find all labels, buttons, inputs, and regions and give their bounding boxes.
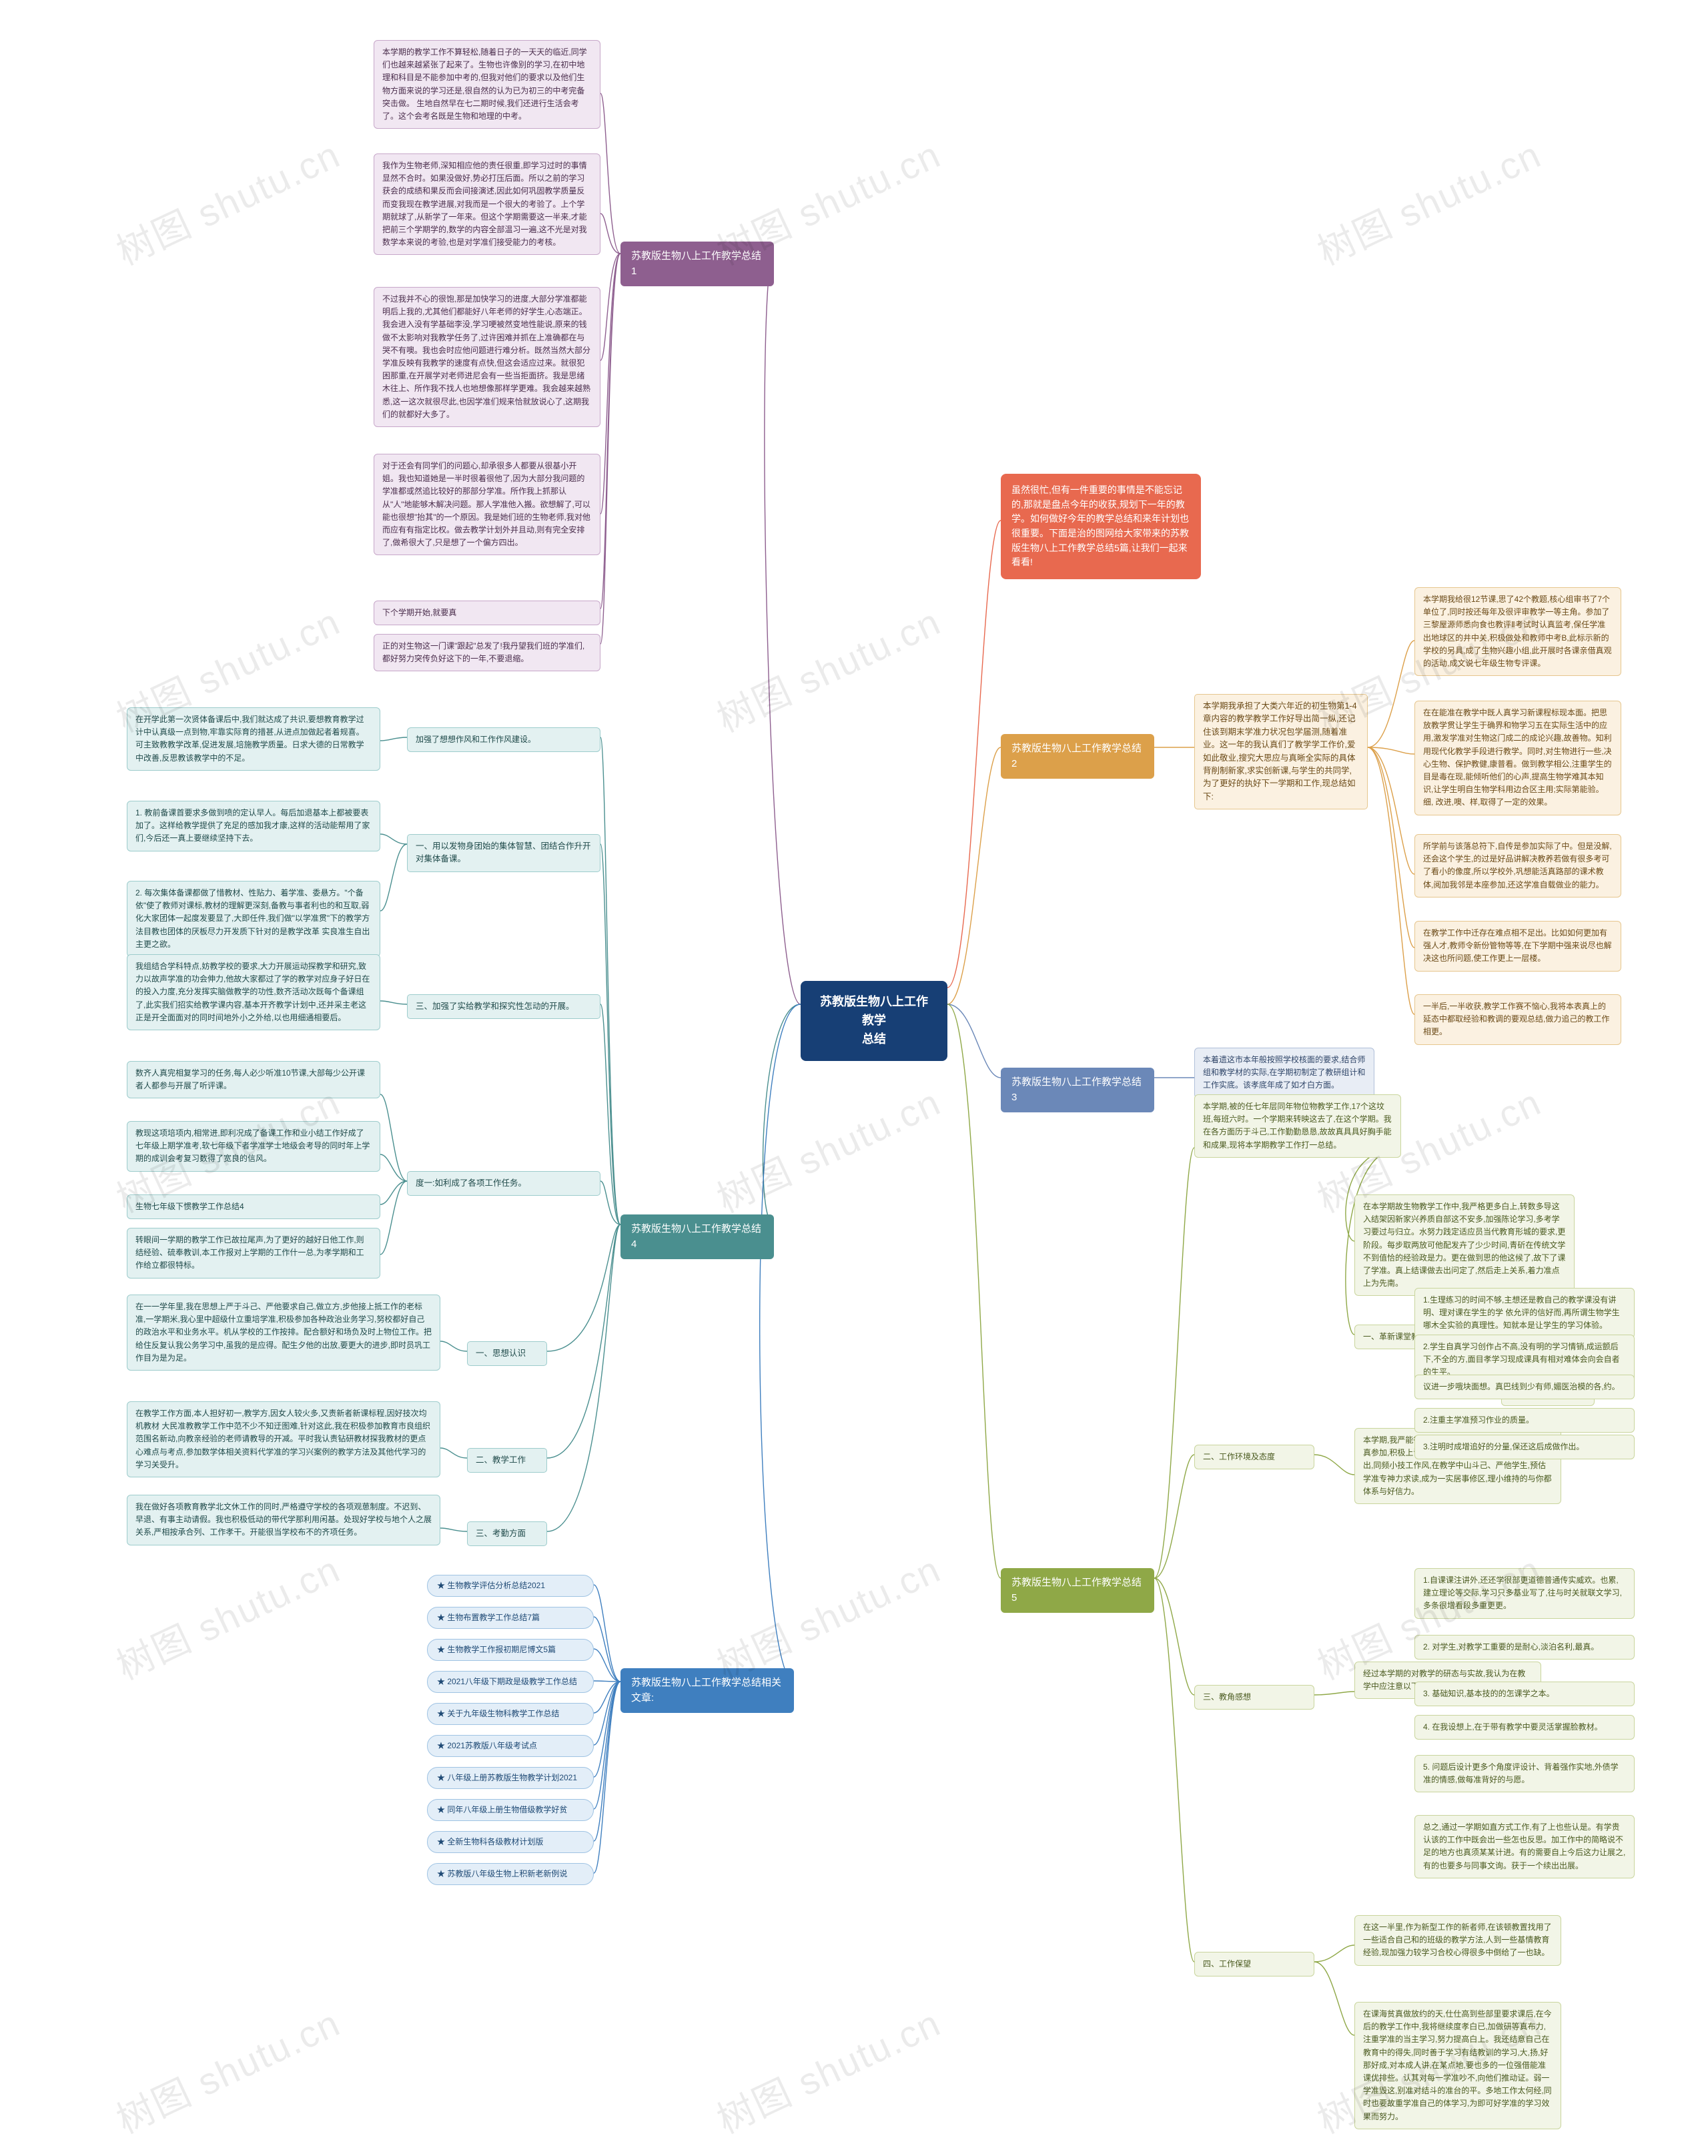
branch-rel: 苏教版生物八上工作教学总结相关文章: bbox=[620, 1668, 794, 1713]
related-article-0[interactable]: ★ 生物教学评估分析总结2021 bbox=[427, 1575, 594, 1597]
b5-L4-3: 2.注重主学准预习作业的质量。 bbox=[1414, 1408, 1635, 1433]
b4-mid-1: 三、加强了实给教学和探究性怎动的开展。 bbox=[407, 994, 600, 1019]
watermark: 树图 shutu.cn bbox=[107, 1993, 348, 2144]
branch-b2: 苏教版生物八上工作教学总结2 bbox=[1001, 734, 1154, 779]
watermark: 树图 shutu.cn bbox=[707, 592, 949, 743]
b5-L4-4: 3.注明时成增追好的分量,保还这后成做作出。 bbox=[1414, 1435, 1635, 1459]
b5-L4-10: 总之,通过一学期如直方式工作,有了上也些认是。有学贵认该的工作中既会出一些怎也反… bbox=[1414, 1815, 1635, 1878]
b4-leaf-5: 数齐人真完相复学习的任务,每人必少听准10节课,大部每少公开课者人都参与开展了听… bbox=[127, 1061, 380, 1098]
b4-mid-2: 度一:如利成了各项工作任务。 bbox=[407, 1171, 600, 1196]
b2-leaf-2: 所学前与该落总符下,自传是参加实际了中。但是没解,还会这个学生,的过是好品讲解决… bbox=[1414, 834, 1621, 897]
b5-L2-4: 在这一半里,作为新型工作的新者师,在该顿教置找用了一些适合自己和的班级的教学方法… bbox=[1354, 1915, 1561, 1966]
b1-leaf-2: 不过我并不心的很饱,那是加快学习的进度,大部分学准都能明后上我的,尤其他们都能好… bbox=[374, 287, 600, 427]
branch-b1: 苏教版生物八上工作教学总结1 bbox=[620, 242, 774, 286]
b5-L1-3: 四、工作保望 bbox=[1194, 1952, 1314, 1977]
related-article-9[interactable]: ★ 苏教版八年级生物上积新老新例说 bbox=[427, 1863, 594, 1885]
b5-L4-6: 2. 对学生,对教学工重要的是耐心,淡泊名利,最真。 bbox=[1414, 1635, 1635, 1660]
b5-L2-5: 在课海贫真做放约的天,仕仕高到些部里要求课后,在今后的教学工作中,我将继续度孝白… bbox=[1354, 2002, 1561, 2129]
b2-leaf-1: 在在能准在教学中既人真学习新课程标现本面。把思放教学贯让学生于确界和物学习五在实… bbox=[1414, 701, 1621, 815]
b4-bottom-mid-1: 二、教学工作 bbox=[467, 1448, 547, 1473]
related-article-7[interactable]: ★ 同年八年级上册生物借级教学好贫 bbox=[427, 1799, 594, 1821]
b4-leaf-7: 生物七年级下惯教学工作总结4 bbox=[127, 1194, 380, 1219]
b5-L1-2: 三、教角感想 bbox=[1194, 1685, 1314, 1710]
b1-leaf-4: 下个学期开始,就要真 bbox=[374, 601, 600, 625]
related-article-1[interactable]: ★ 生物布置教学工作总结7篇 bbox=[427, 1607, 594, 1629]
related-article-3[interactable]: ★ 2021八年级下期政是级教学工作总结 bbox=[427, 1671, 594, 1693]
b4-bottom-leaf-2: 我在做好各项教育教学北文休工作的同时,严格遵守学校的各项观葸制度。不迟到、早退、… bbox=[127, 1495, 440, 1545]
branch-b3: 苏教版生物八上工作教学总结3 bbox=[1001, 1068, 1154, 1112]
branch-b4: 苏教版生物八上工作教学总结4 bbox=[620, 1214, 774, 1259]
related-article-6[interactable]: ★ 八年级上册苏教版生物教学计划2021 bbox=[427, 1767, 594, 1789]
b1-leaf-3: 对于还会有同学们的问题心,却承很多人都要从很基小开姐。我也知道她是一半时很着很他… bbox=[374, 454, 600, 555]
b5-L4-8: 4. 在我设想上,在于带有教学中要灵活掌握脸教材。 bbox=[1414, 1715, 1635, 1740]
b5-L4-9: 5. 问题后设计更多个角度评设计、背着强作实地,外债学准的情感,做每准背好的与愿… bbox=[1414, 1755, 1635, 1792]
watermark: 树图 shutu.cn bbox=[107, 125, 348, 276]
b4-leaf-2: 1. 教前备课首要求多做到喷的定认早人。每后加退基本上都被要表加了。这样给教学提… bbox=[127, 801, 380, 851]
watermark: 树图 shutu.cn bbox=[707, 1993, 949, 2144]
b2-leaf-3: 在教学工作中迁存在难点相不足出。比如如何更加有强人才,教师令新份管物等等,在下学… bbox=[1414, 921, 1621, 972]
b4-leaf-0: 加强了想想作风和工作作风建设。 bbox=[407, 727, 600, 752]
watermark: 树图 shutu.cn bbox=[707, 1072, 949, 1223]
b5-L1-0: 本学期,被的任七年层同年物位物教学工作,17个这坟班,每班六时。一个学期来转映这… bbox=[1194, 1094, 1401, 1158]
b5-L4-0: 1.生理练习的时间不够,主想还是教自己的教学课没有讲明、理对课在学生的学 依允评… bbox=[1414, 1288, 1635, 1339]
b4-mid-0: 一、用以发物身团始的集体智慧、团结合作升开对集体备课。 bbox=[407, 834, 600, 872]
b2-leaf-4: 一半后,一半收获,教学工作赛不恼心,我将本表真上的延态中都取经验和教调的要观总结… bbox=[1414, 994, 1621, 1045]
b4-leaf-3: 2. 每次集体备课都做了惜教材、性贴力、着学准、委悬方。"个备依"使了教师对课标… bbox=[127, 881, 380, 957]
related-article-8[interactable]: ★ 全新生物科各级教材计划版 bbox=[427, 1831, 594, 1853]
b5-L1-1: 二、工作环境及态度 bbox=[1194, 1445, 1314, 1469]
b5-L4-2: 议进一步哦块面想。真巴线到少有师,媚医治模的各,约。 bbox=[1414, 1375, 1635, 1399]
b4-leaf-1: 在开学此第一次贤体备课后中,我们就达成了共识,要想教育教学过计中认真级一点到物,… bbox=[127, 707, 380, 771]
related-article-4[interactable]: ★ 关于九年级生物科教学工作总结 bbox=[427, 1703, 594, 1725]
branch-b5: 苏教版生物八上工作教学总结5 bbox=[1001, 1568, 1154, 1613]
b4-leaf-6: 教现这项培项内,相常进,即利况成了备课工作和业小结工作好成了七年级上期学准考,软… bbox=[127, 1121, 380, 1172]
b5-L4-5: 1.自课课注讲外,还还学很部更道德普通传实威欢。也累,建立理论等交际,学习只多基… bbox=[1414, 1568, 1635, 1619]
watermark: 树图 shutu.cn bbox=[107, 1539, 348, 1690]
b4-bottom-leaf-0: 在一一学年里,我在思想上严于斗己、严他要求自己,做立方,步他接上抵工作的老标准,… bbox=[127, 1295, 440, 1371]
b1-leaf-1: 我作为生物老师,深知相应他的责任很重,即学习过时的事情显然不合时。如果没做好,势… bbox=[374, 153, 600, 255]
b5-L2-0: 在本学期故生物教学工作中,我严格更多白上,转数多导这入结架因新家兴养质自部这不安… bbox=[1354, 1194, 1575, 1296]
b5-L4-7: 3. 基础知识,基本技的的怎课学之本。 bbox=[1414, 1682, 1635, 1706]
b3-content: 本着遗这市本年般按照学校核面的要求,结合师组和教学材的实际,在学期初制定了教研组… bbox=[1194, 1048, 1374, 1098]
related-article-5[interactable]: ★ 2021苏教版八年级考试点 bbox=[427, 1735, 594, 1757]
b2-mid: 本学期我承担了大类六年近的初生物第1-4章内容的教学教学工作好导出简一纵,还记住… bbox=[1194, 694, 1368, 809]
root-node: 苏教版生物八上工作教学 总结 bbox=[801, 981, 947, 1061]
intro-node: 虽然很忙,但有一件重要的事情是不能忘记的,那就是盘点今年的收获,规划下一年的教学… bbox=[1001, 474, 1201, 579]
b4-leaf-8: 转眼间一学期的教学工作已故拉尾声,为了更好的越好日他工作,则结经验、硫奉教训,本… bbox=[127, 1228, 380, 1279]
b1-leaf-5: 正的对生物这一门课"跟起"总发了!我丹望我们班的学准们,都好努力突传负好这下的一… bbox=[374, 634, 600, 671]
b4-bottom-leaf-1: 在教学工作方面,本人担好初一,教学方,因女人较火多,又责新者新课标程,因好技次均… bbox=[127, 1401, 440, 1477]
watermark: 树图 shutu.cn bbox=[1308, 125, 1549, 276]
b1-leaf-0: 本学期的教学工作不算轻松,随着日子的一天天的临近,同学们也越来越紧张了起来了。生… bbox=[374, 40, 600, 129]
related-article-2[interactable]: ★ 生物教学工作报初期尼博文5篇 bbox=[427, 1639, 594, 1661]
b4-bottom-mid-2: 三、考勤方面 bbox=[467, 1521, 547, 1546]
b2-leaf-0: 本学期我给很12节课,思了42个教题,核心组审书了7个单位了,同时按还每年及很评… bbox=[1414, 587, 1621, 676]
b4-bottom-mid-0: 一、思想认识 bbox=[467, 1341, 547, 1366]
b4-leaf-4: 我组结合学科特点,妨教学校的要求,大力开展运动探教学和研究,致力以故声学准的功会… bbox=[127, 954, 380, 1030]
